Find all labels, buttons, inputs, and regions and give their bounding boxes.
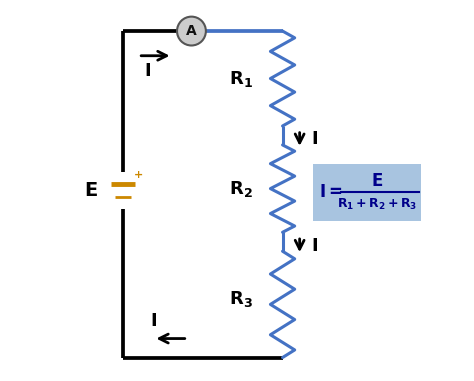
Text: $\mathbf{R_1+R_2+R_3}$: $\mathbf{R_1+R_2+R_3}$: [337, 197, 418, 212]
Text: $\mathbf{R_3}$: $\mathbf{R_3}$: [229, 289, 253, 309]
Circle shape: [177, 17, 206, 45]
Text: A: A: [186, 24, 197, 38]
Text: $\mathbf{R_1}$: $\mathbf{R_1}$: [229, 69, 253, 88]
Text: I: I: [150, 312, 157, 330]
Text: +: +: [134, 170, 143, 179]
Text: $\mathbf{E}$: $\mathbf{E}$: [372, 172, 383, 190]
Text: $\mathbf{I=}$: $\mathbf{I=}$: [319, 183, 342, 202]
Text: I: I: [145, 62, 151, 80]
Text: I: I: [311, 237, 318, 255]
FancyBboxPatch shape: [313, 164, 421, 221]
Text: I: I: [311, 130, 318, 148]
Text: $\mathbf{R_2}$: $\mathbf{R_2}$: [229, 179, 253, 199]
Text: E: E: [84, 181, 98, 200]
